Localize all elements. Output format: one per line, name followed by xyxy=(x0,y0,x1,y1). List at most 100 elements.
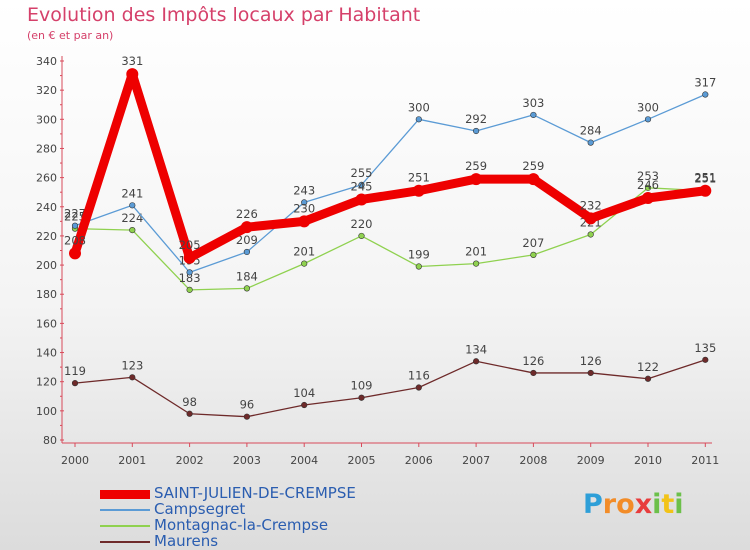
data-label: 96 xyxy=(240,398,255,412)
y-tick-label: 180 xyxy=(36,288,57,301)
data-label: 126 xyxy=(522,354,544,368)
legend-label: Maurens xyxy=(154,532,219,550)
x-tick-label: 2003 xyxy=(233,454,261,467)
data-point xyxy=(186,269,193,276)
data-label: 209 xyxy=(236,233,258,247)
data-label: 126 xyxy=(580,354,602,368)
y-tick-label: 280 xyxy=(36,142,57,155)
data-point xyxy=(530,251,537,258)
logo-letter: t xyxy=(661,489,675,520)
y-tick-label: 140 xyxy=(36,347,57,360)
series-line xyxy=(74,187,706,291)
data-point xyxy=(644,375,652,382)
data-label: 201 xyxy=(293,245,315,259)
x-tick-label: 2000 xyxy=(61,454,89,467)
data-label: 104 xyxy=(293,386,315,400)
data-point xyxy=(69,247,81,260)
data-label: 243 xyxy=(293,183,315,197)
y-tick-label: 300 xyxy=(36,113,57,126)
data-label: 253 xyxy=(637,169,659,183)
y-tick-label: 100 xyxy=(36,405,57,418)
data-label: 205 xyxy=(179,238,201,252)
logo-letter: i xyxy=(674,489,684,520)
data-label: 116 xyxy=(408,369,430,383)
legend-label: SAINT-JULIEN-DE-CREMPSE xyxy=(154,484,356,502)
data-point xyxy=(473,127,480,135)
data-point xyxy=(415,384,422,391)
data-point xyxy=(71,222,79,229)
data-label: 255 xyxy=(351,166,373,180)
data-label: 251 xyxy=(694,171,716,185)
data-label: 251 xyxy=(694,172,716,186)
data-point xyxy=(642,192,654,205)
x-tick-label: 2007 xyxy=(462,454,490,467)
logo-letter: i xyxy=(652,489,662,520)
data-label: 201 xyxy=(465,245,487,259)
legend-label: Campsegret xyxy=(154,500,246,518)
data-label: 245 xyxy=(351,179,373,193)
data-point xyxy=(587,139,594,146)
series-line xyxy=(74,359,706,418)
data-label: 122 xyxy=(637,360,659,374)
y-tick-label: 240 xyxy=(36,201,57,214)
data-point xyxy=(243,413,250,420)
legend-swatch xyxy=(100,541,150,543)
data-point xyxy=(702,356,709,363)
data-label: 251 xyxy=(408,171,430,185)
data-point xyxy=(415,263,422,270)
data-label: 184 xyxy=(236,269,258,283)
logo-letter: r xyxy=(602,489,617,520)
data-label: 232 xyxy=(580,198,602,212)
series-line xyxy=(74,93,706,274)
y-tick-label: 260 xyxy=(36,172,57,185)
data-label: 259 xyxy=(522,159,544,173)
x-tick-label: 2004 xyxy=(290,454,318,467)
data-point xyxy=(298,215,311,228)
data-point xyxy=(186,286,193,293)
y-tick-label: 340 xyxy=(36,55,57,68)
data-point xyxy=(644,184,652,191)
data-label: 303 xyxy=(522,96,544,110)
y-tick-label: 220 xyxy=(36,230,57,243)
legend-label: Montagnac-la-Crempse xyxy=(154,516,329,534)
data-point xyxy=(530,369,537,377)
legend-swatch xyxy=(100,509,150,511)
data-point xyxy=(587,231,594,238)
logo-letter: P xyxy=(583,489,603,520)
data-point xyxy=(527,173,540,186)
data-label: 227 xyxy=(64,207,86,221)
data-label: 241 xyxy=(121,186,143,200)
logo-letter: x xyxy=(634,489,653,520)
data-label: 220 xyxy=(351,217,373,231)
data-label: 259 xyxy=(465,159,487,173)
data-point xyxy=(699,184,712,197)
data-point xyxy=(301,199,308,206)
data-label: 292 xyxy=(465,112,487,126)
x-tick-label: 2005 xyxy=(348,454,376,467)
x-tick-label: 2011 xyxy=(691,454,719,467)
proxiti-logo: Proxiti xyxy=(583,489,684,520)
x-tick-label: 2002 xyxy=(176,454,204,467)
data-label: 207 xyxy=(522,236,544,250)
data-label: 135 xyxy=(694,341,716,355)
data-label: 109 xyxy=(351,379,373,393)
data-point xyxy=(301,401,308,409)
data-label: 317 xyxy=(694,76,716,90)
data-label: 246 xyxy=(637,178,659,192)
data-point xyxy=(412,184,425,197)
data-point xyxy=(243,285,250,292)
x-tick-label: 2001 xyxy=(118,454,146,467)
data-label: 225 xyxy=(64,210,86,224)
y-tick-label: 120 xyxy=(36,376,57,389)
data-point xyxy=(129,202,136,209)
data-point xyxy=(473,260,480,267)
y-tick-label: 200 xyxy=(36,259,57,272)
data-point xyxy=(126,68,139,81)
data-point xyxy=(129,226,136,234)
data-point xyxy=(473,358,480,365)
y-tick-label: 160 xyxy=(36,317,57,330)
data-point xyxy=(530,111,537,119)
x-tick-label: 2009 xyxy=(577,454,605,467)
data-point xyxy=(358,232,365,240)
